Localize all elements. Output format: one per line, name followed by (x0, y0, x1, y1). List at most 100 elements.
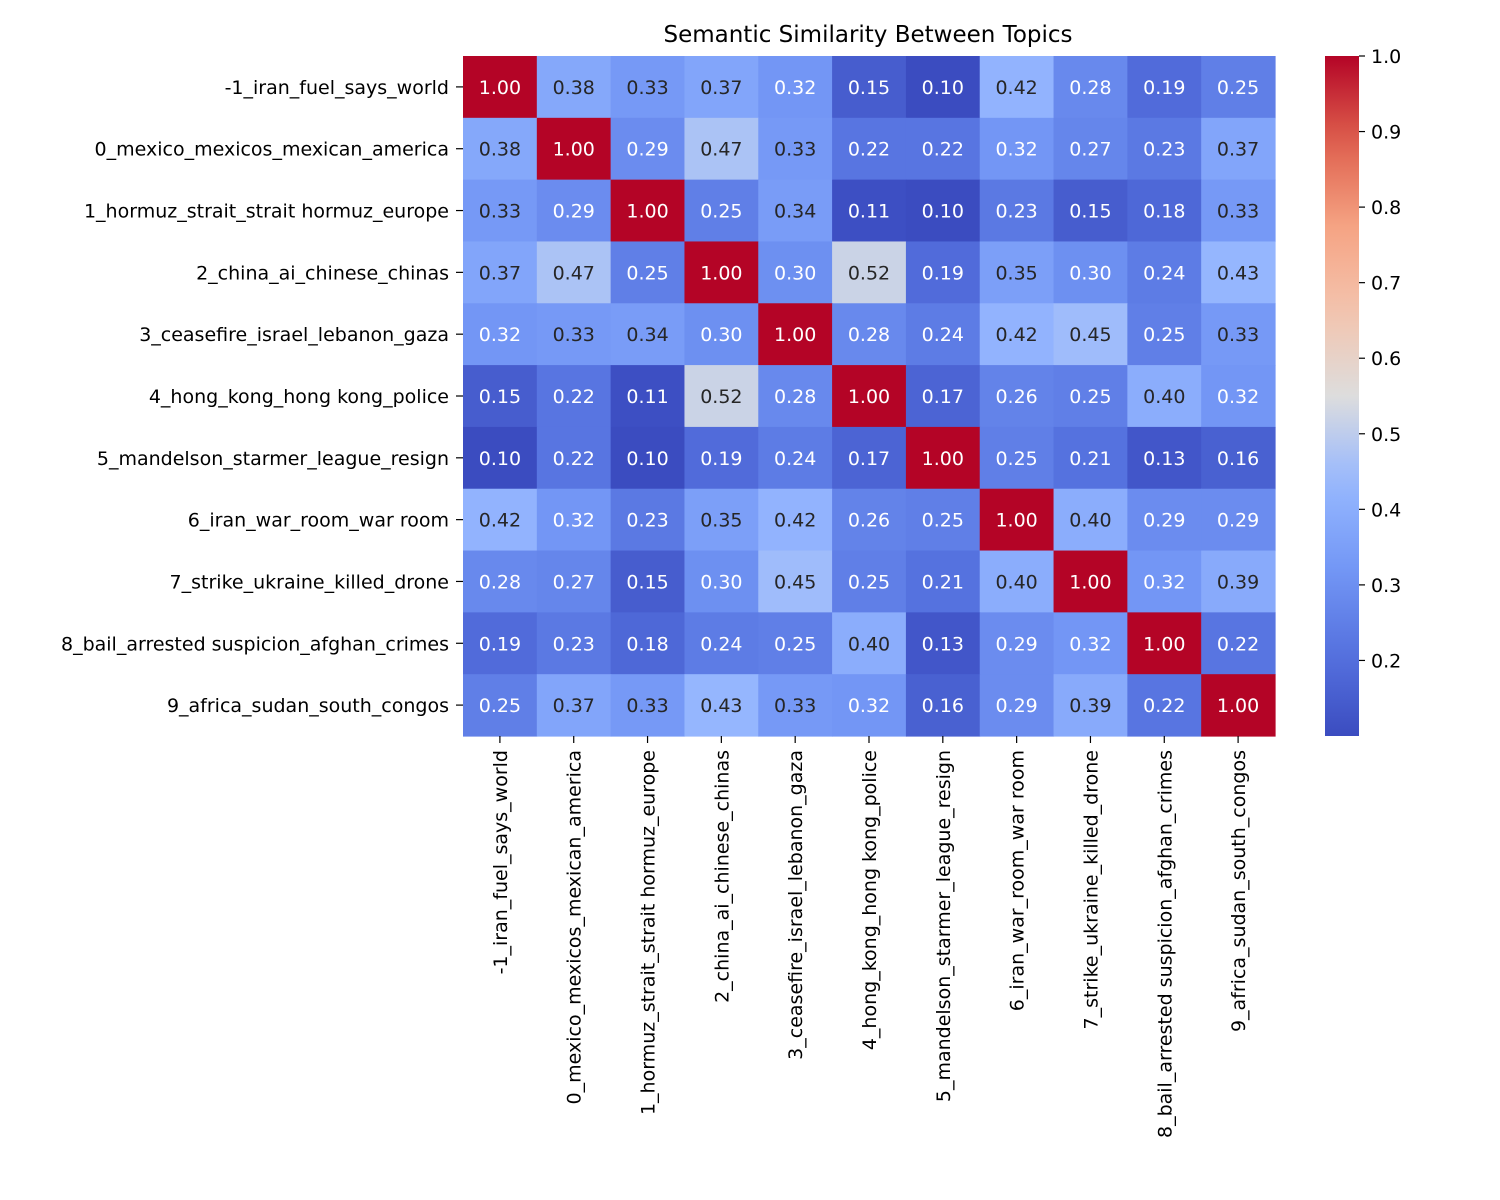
cell-value-label: 0.42 (995, 77, 1037, 99)
cell-value-label: 1.00 (995, 510, 1037, 532)
heatmap-cell (463, 117, 538, 181)
heatmap-cell (610, 365, 686, 428)
heatmap-cell (979, 426, 1055, 490)
cell-value-label: 0.26 (995, 386, 1037, 408)
cell-value-label: 0.34 (626, 324, 668, 346)
heatmap-cell (1053, 550, 1128, 613)
cell-value-label: 0.26 (848, 510, 890, 532)
cell-value-label: 0.18 (1143, 201, 1185, 223)
heatmap-cell (463, 303, 538, 366)
heatmap-cell (1127, 365, 1202, 428)
heatmap-cell (536, 674, 612, 737)
heatmap-cell (905, 241, 981, 304)
heatmap-cell (1201, 179, 1276, 243)
x-tick-label: 6_iran_war_room_war room (1007, 750, 1029, 1011)
heatmap-cell (905, 674, 981, 737)
cell-value-label: 0.33 (479, 201, 521, 223)
heatmap-cell (979, 612, 1055, 675)
y-tick-label: -1_iran_fuel_says_world (225, 77, 449, 99)
heatmap-cell (758, 488, 833, 552)
heatmap-cell (1127, 117, 1202, 181)
heatmap-cell (1127, 56, 1202, 119)
heatmap-cell (684, 674, 759, 737)
cell-value-label: 0.24 (774, 448, 816, 470)
cell-value-label: 0.32 (553, 510, 595, 532)
cell-value-label: 0.33 (626, 695, 668, 717)
colorbar-tick-label: 0.2 (1371, 650, 1401, 672)
y-tick-label: 4_hong_kong_hong kong_police (149, 386, 449, 408)
heatmap-cell (1127, 550, 1202, 613)
heatmap-cell (979, 117, 1055, 181)
cell-value-label: 0.16 (922, 695, 964, 717)
y-tick-label: 2_china_ai_chinese_chinas (196, 262, 449, 284)
cell-value-label: 0.42 (774, 510, 816, 532)
cell-value-label: 1.00 (1143, 633, 1185, 655)
heatmap-cell (1127, 612, 1202, 675)
cell-value-label: 0.22 (553, 448, 595, 470)
cell-value-label: 0.30 (774, 262, 816, 284)
heatmap-cell (1127, 488, 1202, 552)
heatmap-cell (1127, 179, 1202, 243)
heatmap-cell (536, 426, 612, 490)
x-tick-label: 1_hormuz_strait_strait hormuz_europe (638, 750, 660, 1115)
colorbar-tick-label: 0.4 (1371, 499, 1401, 521)
y-tick-labels: -1_iran_fuel_says_world 0_mexico_mexicos_… (61, 77, 463, 717)
cell-value-label: 0.29 (553, 201, 595, 223)
cell-value-label: 1.00 (774, 324, 816, 346)
cell-value-label: 0.15 (626, 571, 668, 593)
cell-value-label: 0.23 (995, 201, 1037, 223)
cell-value-label: 0.25 (922, 510, 964, 532)
heatmap-cell (610, 550, 686, 613)
cell-value-label: 1.00 (1217, 695, 1259, 717)
cell-value-label: 0.32 (479, 324, 521, 346)
heatmap-cell (832, 365, 907, 428)
heatmap-cell (979, 56, 1055, 119)
heatmap-cell (610, 612, 686, 675)
cell-value-label: 0.27 (553, 571, 595, 593)
cell-value-label: 0.34 (774, 201, 816, 223)
cell-value-label: 0.40 (848, 633, 890, 655)
y-tick-label: 9_africa_sudan_south_congos (167, 695, 449, 717)
heatmap-cell (1127, 241, 1202, 304)
heatmap-cell (1201, 674, 1276, 737)
heatmap-cell (758, 56, 833, 119)
cell-value-label: 0.32 (1069, 633, 1111, 655)
heatmap-cell (758, 117, 833, 181)
heatmap-cell (1201, 426, 1276, 490)
cell-value-label: 0.33 (774, 139, 816, 161)
cell-value-label: 0.38 (553, 77, 595, 99)
cell-value-label: 0.25 (626, 262, 668, 284)
heatmap-cell (684, 179, 759, 243)
cell-value-label: 0.15 (848, 77, 890, 99)
heatmap-cell (1053, 117, 1128, 181)
cell-value-label: 0.37 (1217, 139, 1259, 161)
cell-value-label: 0.19 (1143, 77, 1185, 99)
cell-value-label: 0.21 (922, 571, 964, 593)
cell-value-label: 0.24 (700, 633, 742, 655)
x-tick-label: 2_china_ai_chinese_chinas (711, 750, 733, 1003)
cell-value-label: 0.21 (1069, 448, 1111, 470)
heatmap-cell (1201, 117, 1276, 181)
cell-value-label: 0.37 (479, 262, 521, 284)
heatmap-cell (1053, 612, 1128, 675)
cell-value-label: 0.22 (848, 139, 890, 161)
cell-value-label: 0.33 (626, 77, 668, 99)
cell-value-label: 0.35 (995, 262, 1037, 284)
heatmap-cell (1053, 674, 1128, 737)
heatmap-cell (758, 612, 833, 675)
cell-value-label: 0.29 (626, 139, 668, 161)
heatmap-cell (758, 179, 833, 243)
heatmap-cell (1201, 488, 1276, 552)
cell-value-label: 0.39 (1217, 571, 1259, 593)
colorbar-gradient (1325, 56, 1359, 736)
cell-value-label: 0.25 (1069, 386, 1111, 408)
cell-value-label: 0.10 (922, 77, 964, 99)
cell-value-label: 0.25 (848, 571, 890, 593)
heatmap-cell (979, 241, 1055, 304)
heatmap-cell (979, 179, 1055, 243)
heatmap-cell (1053, 365, 1128, 428)
heatmap-cell (463, 426, 538, 490)
y-tick-label: 0_mexico_mexicos_mexican_america (95, 139, 449, 161)
cell-value-label: 0.47 (553, 262, 595, 284)
heatmap-cell (684, 241, 759, 304)
